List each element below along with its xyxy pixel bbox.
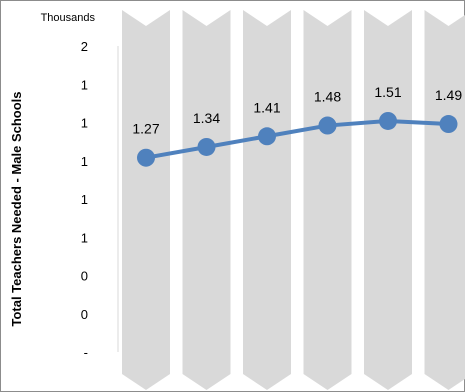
y-tick-label: 1 <box>81 77 88 92</box>
series <box>137 111 458 167</box>
data-label: 1.48 <box>314 89 341 105</box>
data-label: 1.51 <box>374 84 401 100</box>
column-band <box>303 10 352 390</box>
y-axis-title: Total Teachers Needed - Male Schools <box>9 91 24 326</box>
series-line <box>144 118 451 160</box>
y-tick-label: 2 <box>81 39 88 54</box>
y-tick-label: - <box>84 345 88 360</box>
y-tick-label: 1 <box>81 230 88 245</box>
column-band <box>364 10 412 390</box>
y-unit-label: Thousands <box>41 12 96 24</box>
column-band <box>243 10 291 390</box>
data-point <box>318 116 337 135</box>
y-tick-labels: 2 1 1 1 1 1 0 0 - <box>81 39 88 360</box>
column-bands <box>122 10 465 390</box>
data-label: 1.34 <box>193 110 220 126</box>
y-tick-label: 0 <box>81 269 88 284</box>
y-tick-label: 1 <box>81 192 88 207</box>
data-point <box>439 115 458 134</box>
data-point <box>379 111 397 130</box>
y-tick-label: 1 <box>81 116 88 131</box>
data-label: 1.27 <box>132 121 159 137</box>
column-band <box>424 10 465 390</box>
data-point <box>137 148 155 167</box>
column-band <box>122 10 170 390</box>
column-band <box>182 10 231 390</box>
y-tick-label: 1 <box>81 154 88 169</box>
data-label: 1.49 <box>435 87 462 103</box>
data-labels: 1.27 1.34 1.41 1.48 1.51 1.49 <box>132 84 462 137</box>
data-label: 1.41 <box>253 99 280 115</box>
data-point <box>197 137 216 156</box>
y-tick-label: 0 <box>81 307 88 322</box>
data-point <box>258 127 276 146</box>
